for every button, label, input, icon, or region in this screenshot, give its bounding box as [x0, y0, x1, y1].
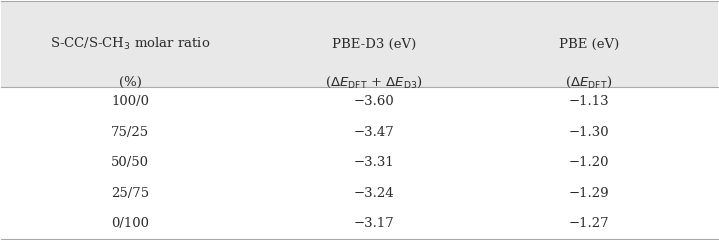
Text: −3.31: −3.31 [354, 156, 394, 169]
Text: −3.47: −3.47 [354, 126, 394, 139]
Text: −1.30: −1.30 [569, 126, 609, 139]
Text: S-CC/S-CH$_3$ molar ratio: S-CC/S-CH$_3$ molar ratio [50, 36, 211, 52]
Text: ($\Delta E_\mathrm{DFT}$): ($\Delta E_\mathrm{DFT}$) [565, 74, 613, 90]
Text: −1.13: −1.13 [569, 96, 609, 108]
Text: −1.20: −1.20 [569, 156, 609, 169]
Text: 0/100: 0/100 [111, 217, 150, 230]
Text: 75/25: 75/25 [111, 126, 150, 139]
Text: −1.29: −1.29 [569, 186, 609, 200]
Text: −3.24: −3.24 [354, 186, 394, 200]
Text: −1.27: −1.27 [569, 217, 609, 230]
Text: −3.60: −3.60 [354, 96, 394, 108]
Text: PBE (eV): PBE (eV) [559, 38, 619, 51]
Text: 25/75: 25/75 [111, 186, 150, 200]
Text: 50/50: 50/50 [111, 156, 150, 169]
Text: 100/0: 100/0 [111, 96, 150, 108]
Text: ($\Delta E_\mathrm{DFT}$ + $\Delta E_\mathrm{D3}$): ($\Delta E_\mathrm{DFT}$ + $\Delta E_\ma… [325, 74, 423, 90]
Text: (%): (%) [119, 76, 142, 89]
FancyBboxPatch shape [1, 87, 718, 239]
Text: −3.17: −3.17 [354, 217, 394, 230]
FancyBboxPatch shape [1, 1, 718, 87]
Text: PBE-D3 (eV): PBE-D3 (eV) [331, 38, 416, 51]
